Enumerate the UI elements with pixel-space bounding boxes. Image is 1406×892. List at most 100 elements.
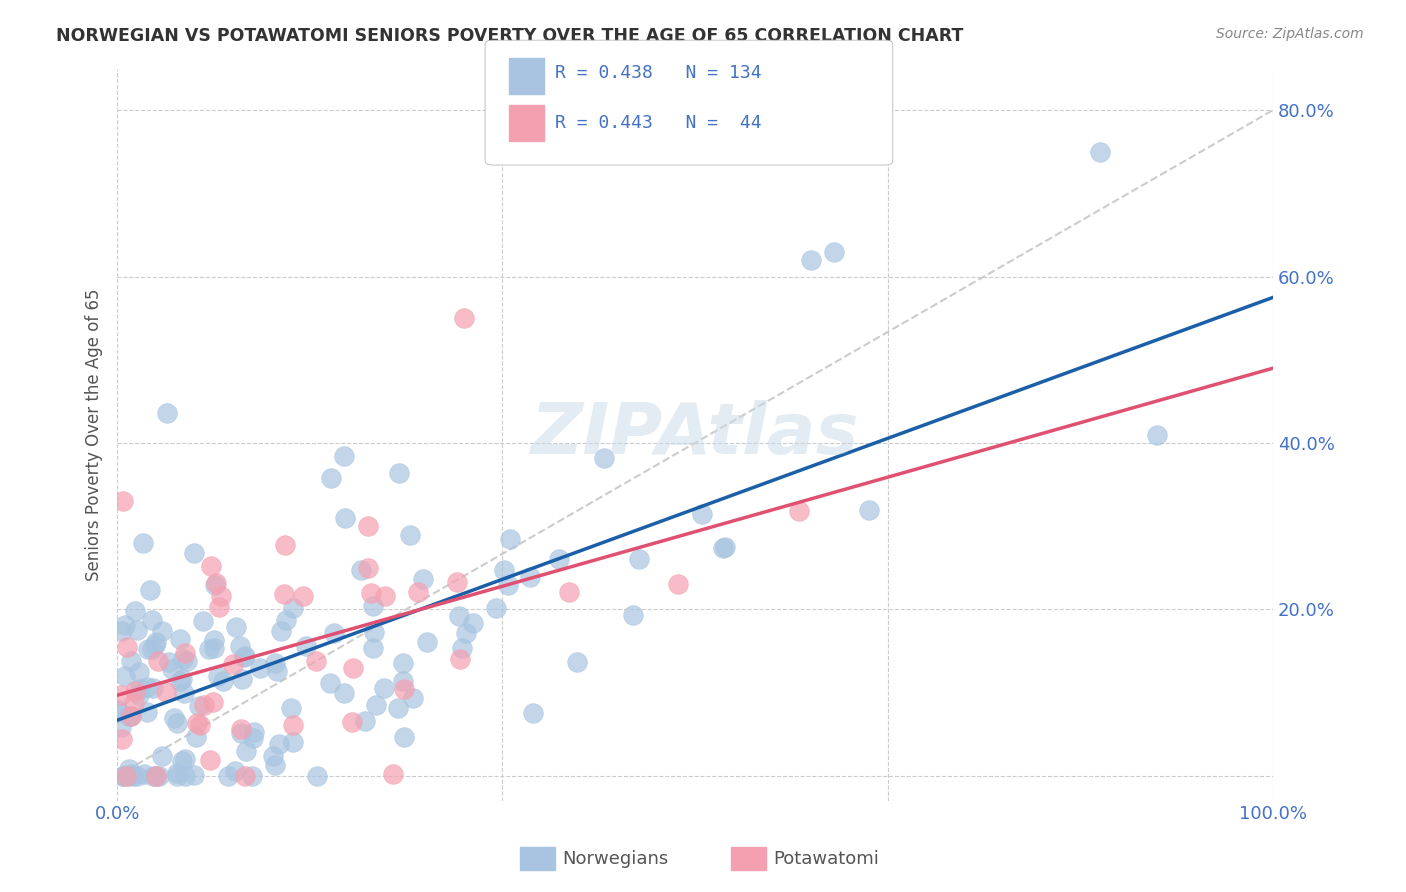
- Point: [166, 715, 188, 730]
- Point: [198, 753, 221, 767]
- Point: [335, 511, 357, 525]
- Point: [391, 673, 413, 688]
- Point: [332, 449, 354, 463]
- Point: [145, 769, 167, 783]
- Text: Norwegians: Norwegians: [562, 850, 669, 868]
- Point: [209, 589, 232, 603]
- Point: [628, 552, 651, 566]
- Point: [361, 641, 384, 656]
- Point: [112, 769, 135, 783]
- Point: [174, 769, 197, 783]
- Point: [373, 681, 395, 695]
- Point: [125, 623, 148, 637]
- Point: [374, 590, 396, 604]
- Point: [381, 767, 404, 781]
- Point: [132, 766, 155, 780]
- Point: [169, 674, 191, 689]
- Point: [169, 632, 191, 647]
- Point: [173, 686, 195, 700]
- Point: [141, 613, 163, 627]
- Point: [447, 609, 470, 624]
- Point: [197, 641, 219, 656]
- Point: [364, 698, 387, 713]
- Point: [280, 701, 302, 715]
- Point: [128, 665, 150, 680]
- Point: [567, 655, 589, 669]
- Point: [186, 715, 208, 730]
- Point: [342, 661, 364, 675]
- Point: [141, 641, 163, 656]
- Point: [319, 471, 342, 485]
- Point: [399, 528, 422, 542]
- Point: [392, 731, 415, 745]
- Point: [451, 641, 474, 656]
- Point: [124, 696, 146, 710]
- Point: [157, 655, 180, 669]
- Point: [120, 709, 142, 723]
- Point: [124, 683, 146, 698]
- Point: [548, 552, 571, 566]
- Point: [800, 252, 823, 267]
- Point: [150, 624, 173, 639]
- Point: [281, 735, 304, 749]
- Point: [117, 709, 139, 723]
- Point: [711, 541, 734, 555]
- Point: [281, 718, 304, 732]
- Point: [124, 604, 146, 618]
- Point: [114, 669, 136, 683]
- Point: [145, 635, 167, 649]
- Point: [136, 642, 159, 657]
- Point: [1088, 145, 1111, 159]
- Point: [118, 762, 141, 776]
- Point: [823, 244, 845, 259]
- Point: [305, 654, 328, 668]
- Point: [233, 650, 256, 665]
- Point: [496, 578, 519, 592]
- Text: Source: ZipAtlas.com: Source: ZipAtlas.com: [1216, 27, 1364, 41]
- Point: [401, 690, 423, 705]
- Point: [392, 681, 415, 696]
- Point: [225, 620, 247, 634]
- Point: [183, 546, 205, 560]
- Point: [120, 654, 142, 668]
- Point: [174, 646, 197, 660]
- Point: [111, 769, 134, 783]
- Text: NORWEGIAN VS POTAWATOMI SENIORS POVERTY OVER THE AGE OF 65 CORRELATION CHART: NORWEGIAN VS POTAWATOMI SENIORS POVERTY …: [56, 27, 963, 45]
- Point: [522, 706, 544, 721]
- Point: [166, 769, 188, 783]
- Point: [201, 695, 224, 709]
- Point: [142, 681, 165, 695]
- Point: [120, 767, 142, 781]
- Point: [387, 700, 409, 714]
- Point: [406, 585, 429, 599]
- Point: [110, 720, 132, 734]
- Point: [446, 574, 468, 589]
- Point: [170, 755, 193, 769]
- Point: [319, 675, 342, 690]
- Text: Potawatomi: Potawatomi: [773, 850, 879, 868]
- Point: [357, 561, 380, 575]
- Point: [172, 652, 194, 666]
- Point: [160, 662, 183, 676]
- Point: [342, 714, 364, 729]
- Point: [205, 576, 228, 591]
- Point: [222, 657, 245, 671]
- Point: [621, 608, 644, 623]
- Point: [858, 502, 880, 516]
- Point: [354, 714, 377, 728]
- Point: [713, 540, 735, 554]
- Text: ZIPAtlas: ZIPAtlas: [531, 401, 859, 469]
- Point: [186, 730, 208, 744]
- Point: [145, 769, 167, 783]
- Point: [449, 652, 471, 666]
- Point: [294, 640, 316, 654]
- Point: [148, 654, 170, 668]
- Point: [207, 668, 229, 682]
- Y-axis label: Seniors Poverty Over the Age of 65: Seniors Poverty Over the Age of 65: [86, 288, 103, 581]
- Point: [128, 688, 150, 702]
- Point: [269, 737, 291, 751]
- Text: R = 0.443   N =  44: R = 0.443 N = 44: [555, 114, 762, 132]
- Point: [249, 661, 271, 675]
- Point: [231, 725, 253, 739]
- Point: [292, 589, 315, 603]
